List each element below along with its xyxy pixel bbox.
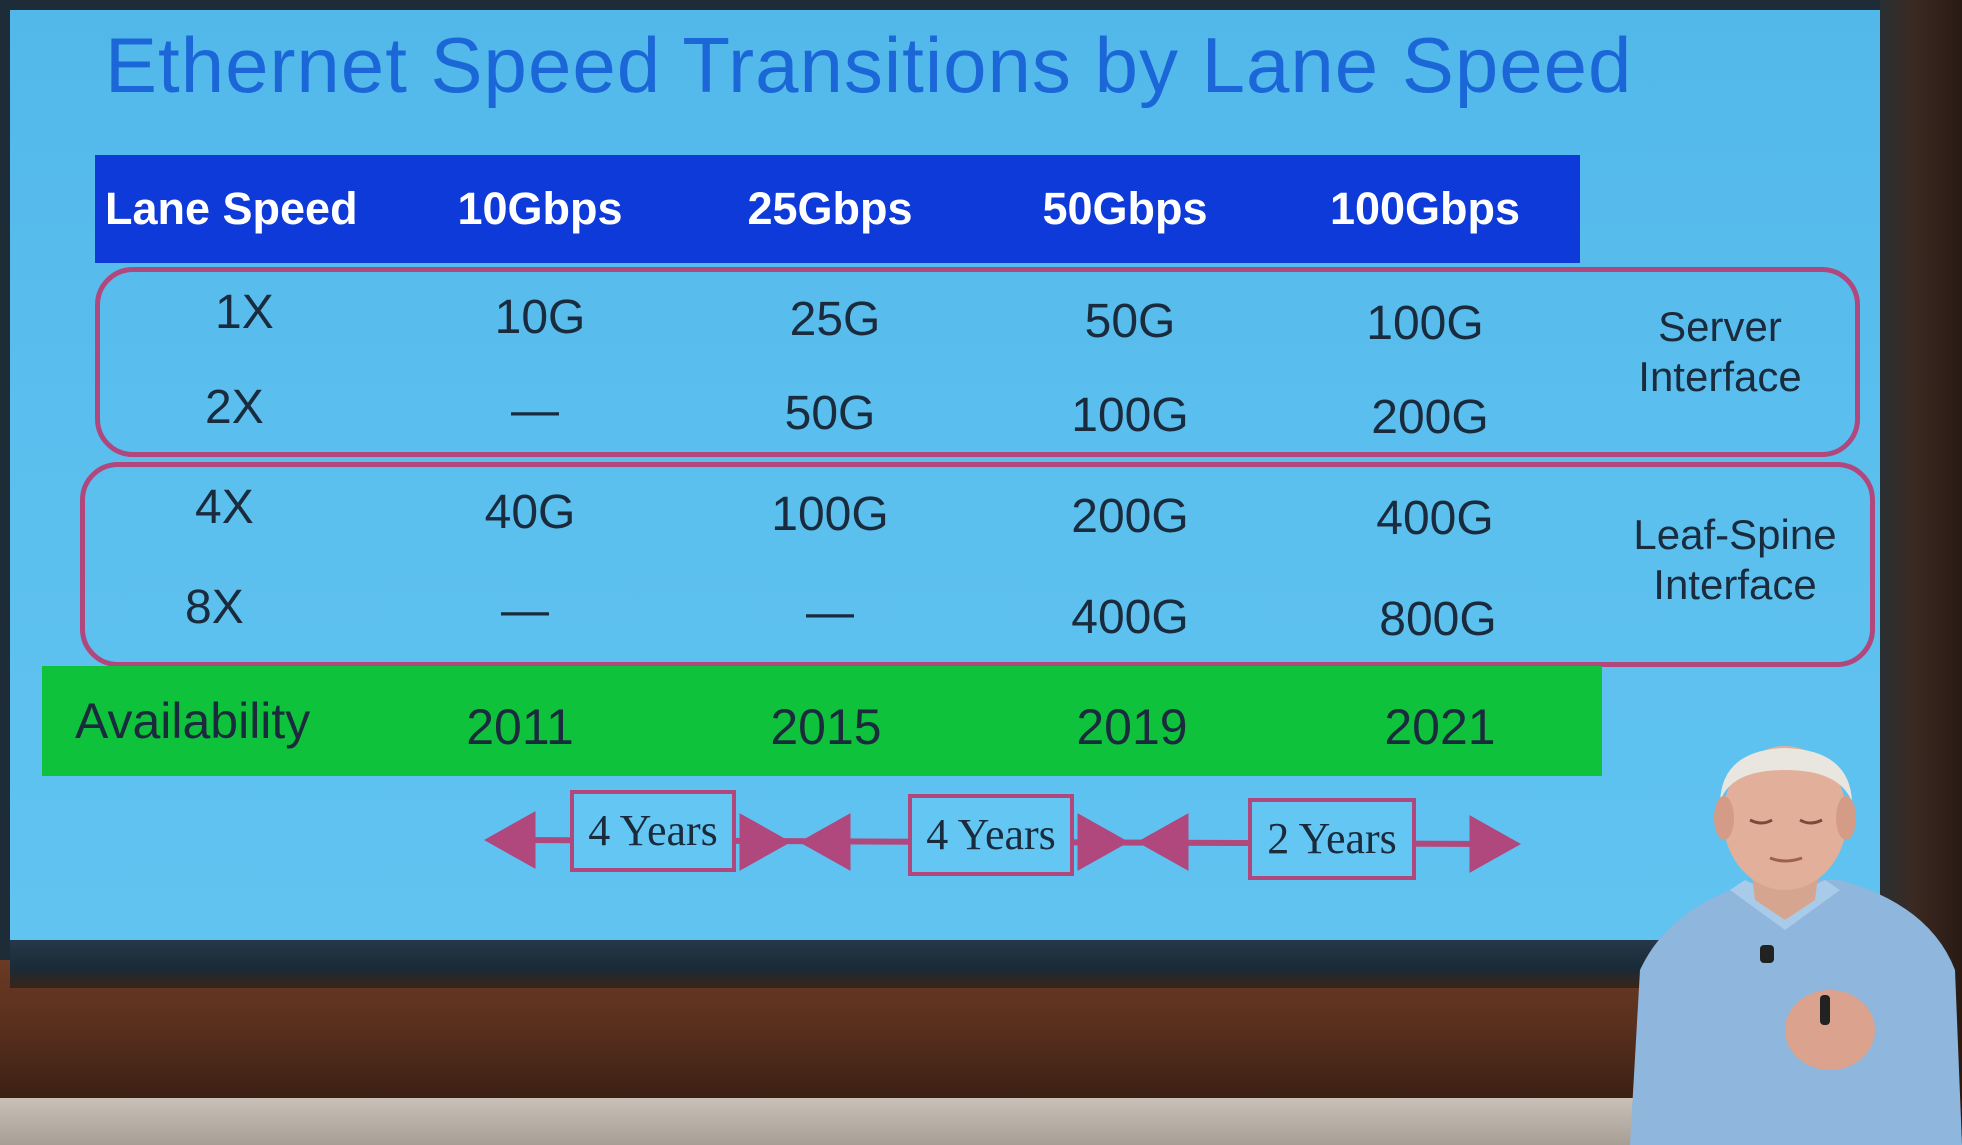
screen-bottom-shadow bbox=[10, 940, 1890, 988]
server-interface-group bbox=[95, 267, 1860, 457]
row-label-4x: 4X bbox=[195, 481, 254, 534]
header-lane-speed: Lane Speed bbox=[105, 183, 358, 234]
cell-1x-25g: 25G bbox=[789, 293, 881, 346]
table-header-bar: Lane Speed 10Gbps 25Gbps 50Gbps 100Gbps bbox=[95, 155, 1580, 263]
interval-box-1: 4 Years bbox=[570, 790, 736, 872]
group-label-leaf-spine-line1: Leaf-Spine bbox=[1633, 511, 1837, 558]
interval-box-3: 2 Years bbox=[1248, 798, 1416, 880]
header-col-10gbps: 10Gbps bbox=[457, 183, 623, 234]
row-label-1x: 1X bbox=[215, 286, 274, 339]
cell-8x-25g: — bbox=[806, 586, 854, 639]
group-label-server-line2: Interface bbox=[1638, 353, 1802, 400]
cell-4x-100g: 400G bbox=[1376, 492, 1494, 545]
cell-2x-100g: 200G bbox=[1371, 391, 1489, 444]
cell-1x-10g: 10G bbox=[494, 291, 586, 344]
availability-year-50g: 2019 bbox=[1076, 699, 1188, 755]
leaf-spine-interface-group bbox=[80, 462, 1875, 667]
cell-4x-10g: 40G bbox=[484, 486, 576, 539]
cell-2x-50g: 100G bbox=[1071, 389, 1189, 442]
availability-year-25g: 2015 bbox=[770, 699, 882, 755]
group-label-leaf-spine-line2: Interface bbox=[1653, 561, 1817, 608]
cell-2x-10g: — bbox=[511, 384, 559, 437]
cell-4x-50g: 200G bbox=[1071, 490, 1189, 543]
slide-title: Ethernet Speed Transitions by Lane Speed bbox=[105, 21, 1633, 109]
projection-screen: Ethernet Speed Transitions by Lane Speed… bbox=[10, 10, 1890, 940]
availability-year-100g: 2021 bbox=[1384, 699, 1496, 755]
cell-1x-50g: 50G bbox=[1084, 295, 1176, 348]
cell-8x-10g: — bbox=[501, 584, 549, 637]
arrowhead-right-3 bbox=[1469, 815, 1522, 873]
availability-bar bbox=[42, 666, 1602, 776]
group-label-server: Server Interface bbox=[1590, 302, 1850, 402]
row-label-8x: 8X bbox=[185, 581, 244, 634]
cell-8x-50g: 400G bbox=[1071, 591, 1189, 644]
cell-8x-100g: 800G bbox=[1379, 593, 1497, 646]
interval-box-2: 4 Years bbox=[908, 794, 1074, 876]
availability-label: Availability bbox=[75, 693, 311, 749]
arrowhead-right-1 bbox=[739, 813, 792, 871]
arrowhead-left-2 bbox=[798, 813, 851, 871]
group-label-leaf-spine: Leaf-Spine Interface bbox=[1605, 510, 1865, 610]
availability-year-10g: 2011 bbox=[466, 699, 574, 755]
header-col-25gbps: 25Gbps bbox=[747, 183, 913, 234]
header-col-50gbps: 50Gbps bbox=[1042, 183, 1208, 234]
header-col-100gbps: 100Gbps bbox=[1329, 183, 1521, 234]
group-label-server-line1: Server bbox=[1658, 303, 1782, 350]
arrowhead-right-2 bbox=[1077, 813, 1130, 871]
cell-4x-25g: 100G bbox=[771, 488, 889, 541]
cell-2x-25g: 50G bbox=[784, 387, 876, 440]
cell-1x-100g: 100G bbox=[1366, 297, 1484, 350]
row-label-2x: 2X bbox=[205, 381, 264, 434]
arrowhead-left-1 bbox=[483, 811, 536, 869]
presenter bbox=[1630, 746, 1962, 1145]
arrowhead-left-3 bbox=[1136, 813, 1189, 871]
